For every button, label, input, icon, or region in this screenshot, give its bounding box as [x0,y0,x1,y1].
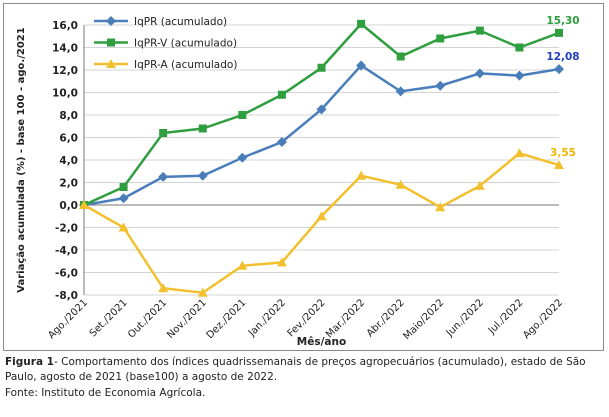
data-point [435,202,446,212]
data-point [118,193,129,204]
data-point [79,200,89,209]
data-point [316,104,327,115]
data-point [158,171,169,182]
x-tick-label: Abr./2022 [365,297,407,339]
series-line [83,151,560,295]
data-label: 3,55 [550,147,576,159]
x-tick-label: Dez./2021 [205,297,249,341]
data-point [514,148,525,158]
figure-source: Fonte: Instituto de Economia Agrícola. [5,387,206,399]
x-tick-label: Jun./2022 [444,297,486,339]
data-point [197,170,208,181]
data-point [395,179,406,189]
data-point [356,170,367,180]
y-tick-label: 2,0 [59,178,78,190]
x-tick-label: Maio/2022 [401,297,446,342]
data-point [197,287,208,297]
data-point [198,124,207,133]
y-axis-title: Variação acumulada (%) - base 100 - ago.… [16,27,27,292]
y-tick-label: 8,0 [59,110,78,122]
series-line [83,63,560,207]
y-tick-label: 12,0 [52,65,78,77]
y-tick-label: 0,0 [59,200,78,212]
data-point [317,63,326,72]
data-point [396,52,405,61]
y-tick-label: -8,0 [55,290,78,302]
x-tick-label: Nov./2021 [165,297,209,341]
legend-marker [106,16,116,26]
data-point [356,60,367,71]
figure-caption-label: Figura 1 [5,356,54,368]
data-label: 12,08 [546,51,579,63]
figure-caption-text: - Comportamento dos índices quadrisseman… [5,356,586,383]
data-point [119,183,128,191]
y-tick-label: -4,0 [55,245,78,257]
legend-entry: IqPR-A (acumulado) [134,59,237,71]
data-point [435,80,446,91]
data-point [237,260,248,270]
data-point [237,152,248,163]
data-point [159,129,168,137]
data-point [554,64,564,75]
data-point [514,70,525,81]
y-tick-label: 16,0 [52,20,78,32]
x-tick-label: Fev./2022 [286,297,328,339]
x-tick-label: Mar./2022 [324,297,367,340]
legend-marker [106,59,116,68]
data-point [276,137,287,147]
data-point [436,34,445,43]
x-tick-label: Jan./2022 [246,297,288,339]
y-tick-label: -2,0 [55,223,78,235]
x-axis-title: Mês/ano [297,336,346,348]
y-tick-label: 14,0 [52,43,78,55]
data-point [118,222,129,232]
data-point [316,211,327,221]
y-tick-label: -6,0 [55,268,78,280]
data-point [554,160,564,170]
x-tick-label: Ago./2022 [521,297,565,341]
legend-entry: IqPR-V (acumulado) [134,38,237,50]
data-point [474,68,485,79]
data-point [238,111,247,119]
legend-entry: IqPR (acumulado) [134,16,227,28]
data-point [474,180,485,190]
y-tick-label: 6,0 [59,133,78,145]
data-label: 15,30 [546,15,579,27]
x-tick-label: Set./2021 [88,297,130,339]
x-tick-label: Out./2021 [126,297,169,340]
legend-marker [107,38,115,47]
data-point [475,26,484,35]
data-point [277,90,286,99]
x-tick-label: Jul./2022 [486,297,526,337]
x-tick-label: Ago./2021 [46,297,90,341]
data-point [158,283,169,293]
figure-caption: Figura 1- Comportamento dos índices quad… [5,355,605,385]
y-tick-label: 4,0 [59,155,78,167]
data-point [395,86,406,97]
data-point [357,19,366,28]
data-point [555,28,563,37]
line-chart: -8,0 -6,0 -4,0 -2,0 0,0 2,0 4,0 6,0 8,0 10,0 12,0 1… [16,15,580,348]
data-point [276,257,287,267]
data-point [515,43,524,52]
y-tick-label: 10,0 [52,88,78,100]
chart-frame: -8,0 -6,0 -4,0 -2,0 0,0 2,0 4,0 6,0 8,0 10,0 12,0 1… [3,3,604,351]
